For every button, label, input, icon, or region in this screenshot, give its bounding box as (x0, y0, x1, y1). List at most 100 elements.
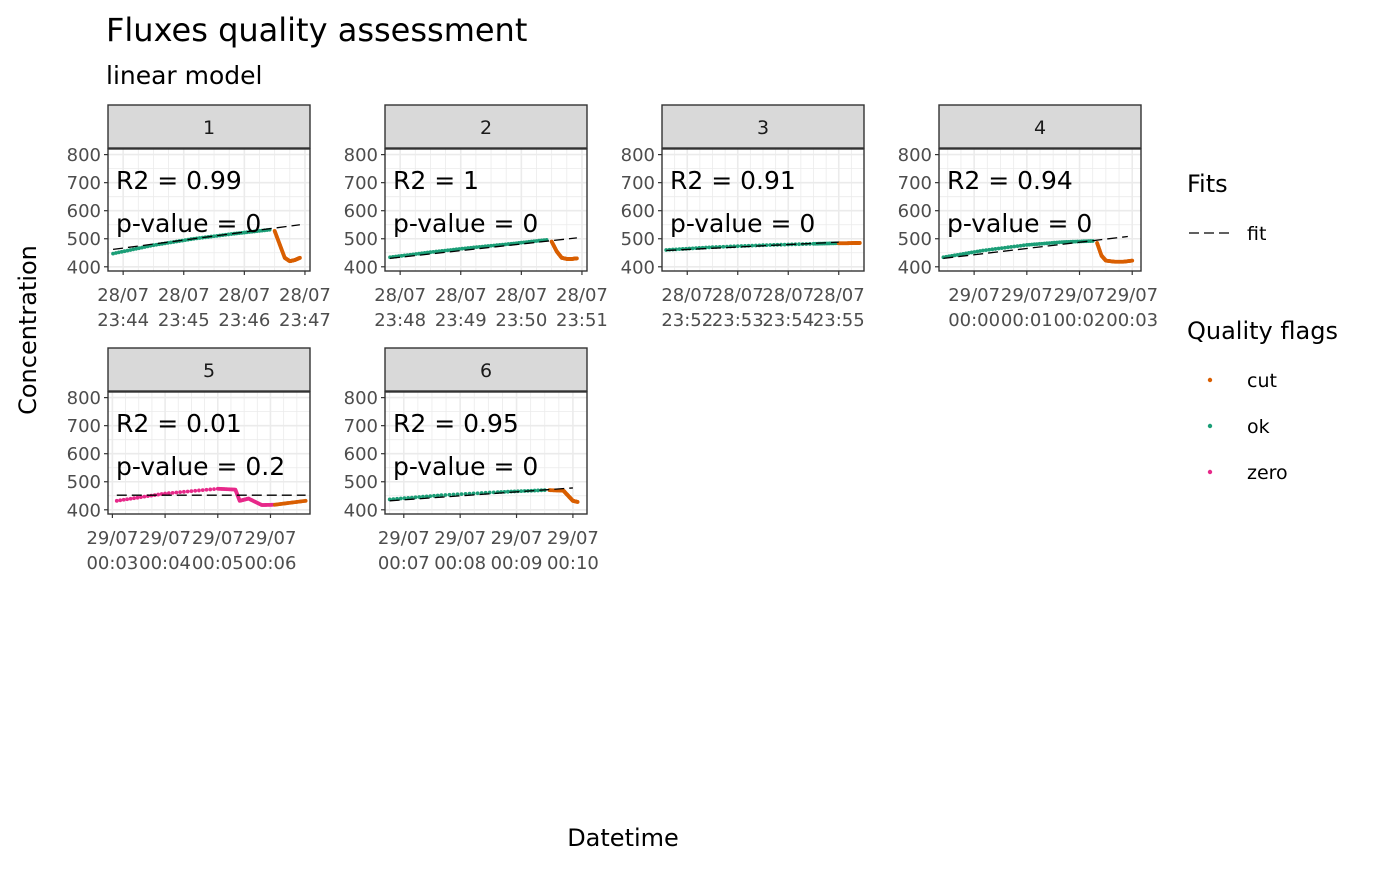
x-tick-label-time: 00:07 (378, 553, 430, 574)
data-point-ok (116, 250, 121, 255)
data-point-ok (987, 247, 992, 252)
facet-strip-label: 5 (203, 360, 215, 382)
data-point-ok (1021, 243, 1026, 248)
x-tick-label-time: 00:04 (139, 553, 191, 574)
y-tick-label: 500 (621, 229, 655, 250)
y-tick-label: 400 (621, 257, 655, 278)
plot-area: ok R2 = 0.95 p-value = 0 (385, 366, 587, 514)
data-point-ok (978, 249, 982, 253)
data-point-ok (111, 251, 115, 256)
legend-key-cut (1207, 377, 1213, 383)
data-point-ok (131, 247, 136, 252)
data-point-ok (750, 243, 755, 248)
plot-area: ok R2 = 0.99 p-value = 0 (108, 123, 310, 271)
x-tick-label-time: 00:05 (192, 553, 244, 574)
data-point-ok (975, 249, 980, 254)
data-point-ok (996, 246, 1001, 251)
facet-strip-label: 4 (1034, 117, 1046, 139)
facet-strip (938, 104, 1142, 149)
data-point-ok (505, 489, 510, 494)
y-tick-label: 400 (67, 500, 101, 521)
y-tick-label: 800 (344, 388, 378, 409)
y-tick-label: 400 (344, 500, 378, 521)
data-point-ok (536, 488, 540, 493)
data-point-ok (443, 493, 448, 497)
data-point-ok (972, 250, 977, 254)
y-tick-label: 500 (67, 229, 101, 250)
data-point-zero (125, 497, 130, 502)
facet-strip-label: 3 (757, 117, 769, 139)
data-point-ok (424, 494, 429, 499)
data-point-ok (432, 493, 436, 498)
fit-line (666, 241, 839, 252)
data-point-ok (475, 491, 480, 496)
data-point-cut (298, 255, 302, 260)
fit-line (389, 237, 577, 260)
data-point-ok (154, 242, 159, 247)
y-tick-label: 800 (67, 145, 101, 166)
facet-panel-5: 5 zero R2 = 0.01 p-value = 0.2 400 500 600 700 8… (67, 347, 311, 574)
panel-border (107, 148, 311, 272)
data-point-ok (1009, 245, 1014, 249)
data-point-zero (128, 496, 133, 501)
facet-strip (107, 104, 311, 149)
annotation-p-value: p-value = 0.2 (116, 452, 285, 481)
facet-strip (384, 347, 588, 392)
data-point-ok (125, 248, 130, 253)
data-point-ok (459, 492, 464, 497)
y-tick-label: 600 (344, 444, 378, 465)
x-tick-label-date: 28/07 (556, 285, 608, 306)
annotation-quality-flag: ok (393, 366, 423, 395)
y-tick-label: 400 (344, 257, 378, 278)
data-point-ok (797, 242, 801, 247)
data-point-ok (447, 492, 452, 497)
x-tick-label-date: 28/07 (813, 285, 865, 306)
legend-label-fit: fit (1247, 223, 1266, 245)
y-tick-label: 600 (621, 201, 655, 222)
facet-strip-label: 6 (480, 360, 492, 382)
data-point-ok (454, 247, 459, 252)
data-point-ok (721, 244, 726, 249)
x-tick-label-time: 23:51 (556, 310, 608, 331)
data-point-ok (707, 245, 712, 250)
x-tick-label-date: 28/07 (495, 285, 547, 306)
data-point-zero (132, 496, 136, 501)
data-point-ok (134, 246, 139, 251)
x-tick-label-time: 23:48 (374, 310, 426, 331)
data-point-ok (114, 251, 118, 255)
data-point-cut (575, 500, 580, 504)
x-tick-label-time: 23:54 (762, 310, 814, 331)
legend-label-cut: cut (1247, 370, 1277, 392)
panel-border (661, 148, 865, 272)
data-point-ok (437, 249, 442, 254)
fit-line (943, 235, 1128, 260)
facet-strip-label: 2 (480, 117, 492, 139)
data-point-zero (178, 490, 183, 495)
x-tick-label-time: 23:52 (661, 310, 713, 331)
x-tick-label-date: 29/07 (1106, 285, 1158, 306)
x-tick-label-date: 29/07 (245, 528, 297, 549)
data-point-ok (413, 495, 418, 500)
data-point-cut (303, 498, 308, 503)
facet-panel-1: 1 ok R2 = 0.99 p-value = 0 400 500 600 700 800 28… (67, 104, 331, 331)
y-tick-label: 800 (898, 145, 932, 166)
annotation-quality-flag: ok (116, 123, 146, 152)
y-tick-label: 700 (344, 416, 378, 437)
data-point-ok (417, 495, 422, 499)
data-point-zero (114, 498, 119, 503)
annotation-quality-flag: zero (116, 366, 170, 395)
data-point-cut (1130, 258, 1135, 263)
x-tick-label-time: 23:47 (279, 310, 331, 331)
data-point-ok (398, 496, 403, 501)
data-point-ok (468, 245, 473, 250)
facet-strip-label: 1 (203, 117, 215, 139)
x-tick-label-date: 28/07 (712, 285, 764, 306)
data-point-ok (457, 247, 462, 251)
data-point-ok (421, 494, 425, 499)
data-point-ok (414, 252, 418, 256)
legend-key-ok (1207, 423, 1213, 429)
legend-flags-title: Quality flags (1187, 317, 1338, 345)
data-point-ok (431, 249, 436, 254)
y-tick-label: 700 (67, 173, 101, 194)
data-point-zero (135, 495, 140, 500)
